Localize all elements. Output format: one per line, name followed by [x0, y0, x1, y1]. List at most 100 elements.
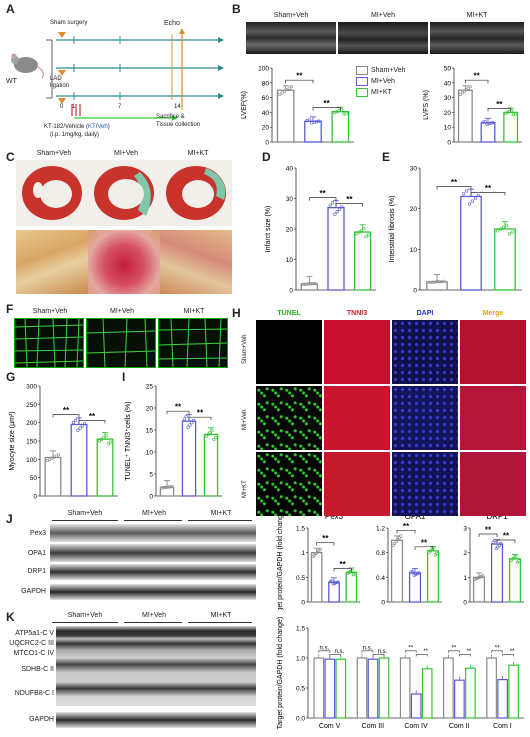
tick-14: 14 — [174, 104, 181, 110]
bar-0 — [356, 657, 368, 719]
c-label-sham: Sham+Veh — [36, 150, 72, 157]
j-protein-pex3: Pex3 — [30, 530, 46, 537]
k-label-mikt: MI+KT — [210, 612, 232, 619]
data-point — [206, 432, 210, 437]
y-tick-label: 20 — [146, 406, 154, 413]
wga-image-sham — [14, 318, 84, 368]
bar-0 — [472, 576, 486, 603]
y-tick-label: 25 — [146, 384, 154, 391]
data-point — [476, 193, 480, 198]
data-point — [478, 575, 482, 579]
j-protein-drp1: DRP1 — [27, 568, 46, 575]
y-tick-label: 1.5 — [296, 526, 305, 533]
echo-label-miveh: MI+Veh — [371, 12, 395, 19]
data-point — [517, 559, 521, 563]
echo-label-sham: Sham+Veh — [273, 12, 309, 19]
data-point — [391, 543, 395, 547]
data-point — [414, 572, 418, 577]
h-col-dapi: DAPI — [416, 310, 434, 317]
data-point — [493, 538, 497, 543]
h-row-miveh: MI+Veh — [242, 409, 248, 430]
x-tick-label: Com II — [449, 723, 470, 730]
h-image-tunel-miveh — [256, 386, 322, 450]
panel-label-h: H — [232, 306, 241, 320]
sig-bracket — [459, 654, 471, 657]
sig-label: ** — [296, 72, 303, 81]
chart-title: DRP1 — [486, 512, 508, 521]
y-tick-label: 20 — [286, 227, 294, 234]
j-protein-gapdh: GAPDH — [21, 588, 46, 595]
sig-label: ** — [197, 409, 204, 418]
data-point — [489, 121, 493, 125]
blot-gapdh — [50, 584, 256, 600]
data-point — [491, 540, 495, 544]
legend-item-miveh: MI+Veh — [356, 77, 426, 86]
data-point — [56, 453, 61, 457]
bar-1 — [454, 679, 465, 719]
chart-e: Interstitial fibrosis (%) 0 10 20 30 ** ** — [389, 166, 522, 295]
data-point — [460, 91, 465, 95]
bar-0 — [399, 657, 411, 719]
data-point — [458, 92, 463, 96]
k-protein-atp5a1: ATP5a1-C V — [15, 630, 54, 637]
sig-bracket — [470, 192, 506, 196]
bar-1 — [490, 543, 504, 603]
bar-1 — [304, 120, 322, 143]
k-bracket-miveh — [124, 622, 182, 623]
y-axis-label: Target protein/GAPDH (fold change) — [277, 510, 284, 610]
mouse-label: WT — [6, 78, 17, 85]
data-point — [212, 437, 216, 441]
bar-1 — [324, 658, 336, 719]
data-point — [328, 203, 332, 207]
histology-miveh — [88, 230, 160, 294]
blot-k-gapdh — [56, 712, 256, 728]
sig-bracket — [308, 197, 337, 201]
sig-label: ** — [474, 72, 481, 81]
f-label-sham: Sham+Veh — [32, 308, 68, 315]
y-tick-label: 0.4 — [376, 575, 385, 582]
bar-2 — [503, 111, 519, 143]
data-point — [350, 569, 354, 573]
lad-marker-icon-2 — [58, 98, 66, 104]
sig-label: ** — [467, 649, 472, 655]
data-point — [499, 541, 503, 546]
bar-2 — [378, 657, 390, 719]
data-point — [210, 429, 214, 433]
bar-2 — [508, 664, 519, 719]
bar-0 — [426, 281, 448, 291]
data-point — [336, 580, 340, 584]
j-label-miveh: MI+Veh — [142, 510, 166, 517]
heart-section-sham — [16, 160, 88, 226]
y-tick-label: 30 — [410, 166, 418, 173]
y-axis-label: TUNEL⁺ TNNI3⁺cells (%) — [125, 401, 132, 480]
legend-item-mikt: MI+KT — [356, 88, 426, 97]
y-tick-label: 0 — [413, 288, 417, 295]
h-image-tnni3-mikt — [324, 452, 390, 516]
data-point — [431, 280, 435, 284]
y-tick-label: 100 — [26, 457, 37, 464]
bar-1 — [367, 658, 379, 719]
y-axis-label: LVFS (%) — [423, 90, 430, 120]
panel-label-b: B — [232, 2, 241, 16]
data-point — [496, 545, 500, 549]
panel-label-i: I — [122, 370, 126, 384]
data-point — [188, 423, 192, 427]
y-axis-label: Target protein/GAPDH (fold change) — [277, 617, 284, 729]
data-point — [208, 430, 212, 435]
data-point — [168, 485, 172, 489]
h-image-tnni3-sham — [324, 320, 390, 384]
blot-oxphos — [56, 626, 256, 706]
y-axis-label: Infarct size (%) — [265, 206, 272, 253]
data-point — [491, 120, 495, 125]
data-point — [330, 579, 334, 583]
y-tick-label: 0 — [289, 288, 293, 295]
sig-label: ** — [496, 100, 503, 109]
data-point — [333, 212, 337, 216]
sig-label: ** — [495, 645, 500, 651]
k-protein-uqcrc2: UQCRC2-C III — [9, 640, 54, 647]
h-image-tunel-mikt — [256, 452, 322, 516]
y-tick-label: 0 — [463, 600, 467, 607]
panel-label-d: D — [262, 150, 271, 164]
sig-label: ** — [408, 645, 413, 651]
data-point — [473, 196, 477, 200]
